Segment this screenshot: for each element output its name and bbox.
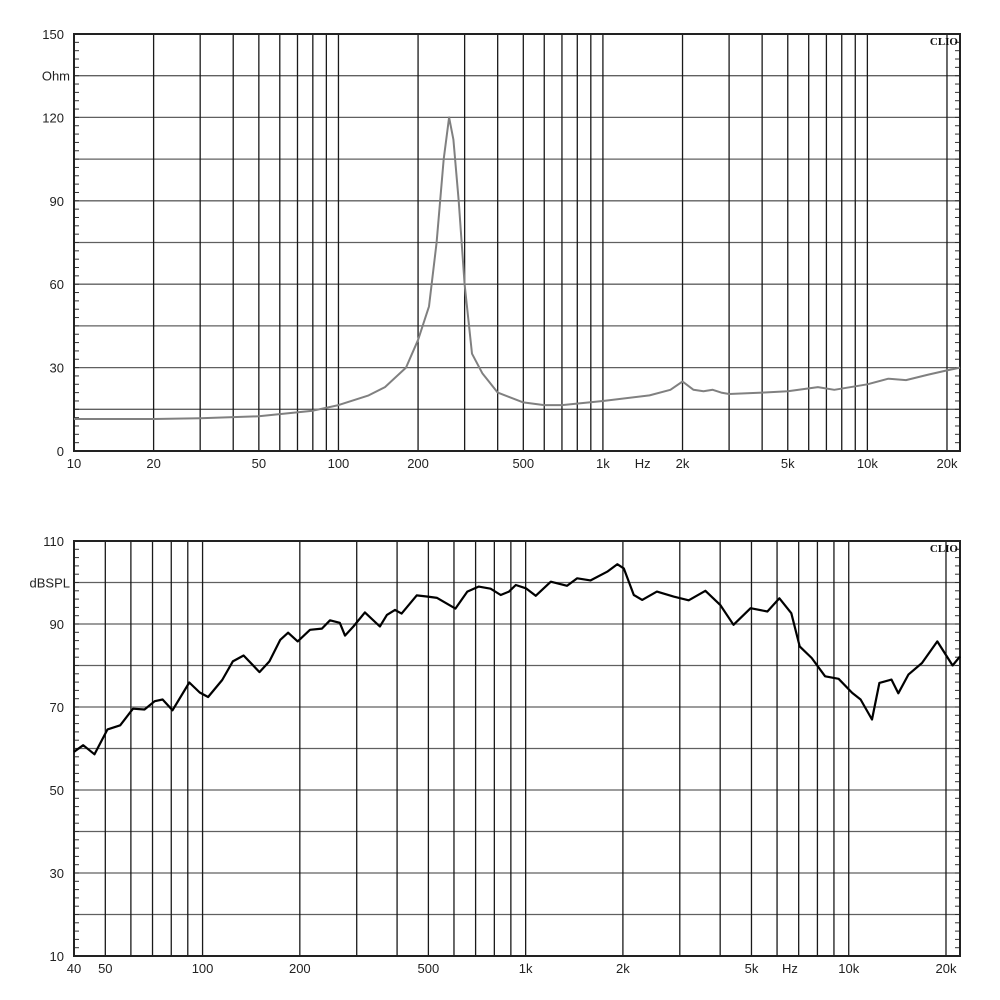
x-tick-label: 10k [857, 456, 878, 471]
x-tick-label: 20k [936, 961, 957, 976]
x-axis-label: Hz [782, 961, 798, 976]
x-tick-label: 20k [936, 456, 957, 471]
y-axis-label: Ohm [42, 69, 70, 84]
x-tick-label: 5k [745, 961, 759, 976]
x-tick-label: 200 [289, 961, 311, 976]
y-tick-label: 60 [50, 277, 64, 292]
y-tick-label: 150 [42, 27, 64, 42]
x-tick-label: 500 [418, 961, 440, 976]
chart-2: 10 30 50 70 90 110 dBSPL 40 50 100 200 500 1k 2k 5k 10k… [30, 534, 961, 976]
y-tick-label: 50 [50, 783, 64, 798]
x-tick-label: 2k [616, 961, 630, 976]
y-tick-label: 110 [43, 534, 64, 549]
y-tick-label: 90 [50, 194, 64, 209]
y-tick-label: 0 [57, 444, 64, 459]
spl-curve [73, 563, 961, 756]
x-tick-label: 50 [252, 456, 266, 471]
x-tick-label: 10k [838, 961, 859, 976]
chart-1: 0 30 60 90 120 150 Ohm 10 20 50 100 200 500 1k 2k 5k 10k… [42, 27, 961, 471]
y-tick-label: 90 [50, 617, 64, 632]
y-axis-label: dBSPL [30, 576, 70, 591]
x-tick-label: 500 [512, 456, 534, 471]
x-tick-label: 100 [328, 456, 350, 471]
y-tick-label: 30 [50, 361, 64, 376]
x-tick-label: 10 [67, 456, 81, 471]
y-tick-label: 70 [50, 700, 64, 715]
plot-frame [73, 540, 961, 957]
clio-brand-label: CLIO [930, 36, 959, 48]
x-tick-label: 5k [781, 456, 795, 471]
x-axis-label: Hz [635, 456, 651, 471]
x-tick-label: 1k [596, 456, 610, 471]
x-tick-label: 40 [67, 961, 81, 976]
x-tick-label: 200 [407, 456, 429, 471]
y-tick-label: 30 [50, 866, 64, 881]
y-tick-label: 10 [50, 949, 64, 964]
clio-brand-label: CLIO [930, 543, 959, 555]
y-tick-label: 120 [42, 110, 64, 125]
x-tick-label: 20 [146, 456, 160, 471]
plot-frame [73, 33, 961, 452]
x-tick-label: 2k [676, 456, 690, 471]
x-tick-label: 100 [192, 961, 214, 976]
impedance-curve [74, 116, 961, 420]
x-tick-label: 50 [98, 961, 112, 976]
x-tick-label: 1k [519, 961, 533, 976]
